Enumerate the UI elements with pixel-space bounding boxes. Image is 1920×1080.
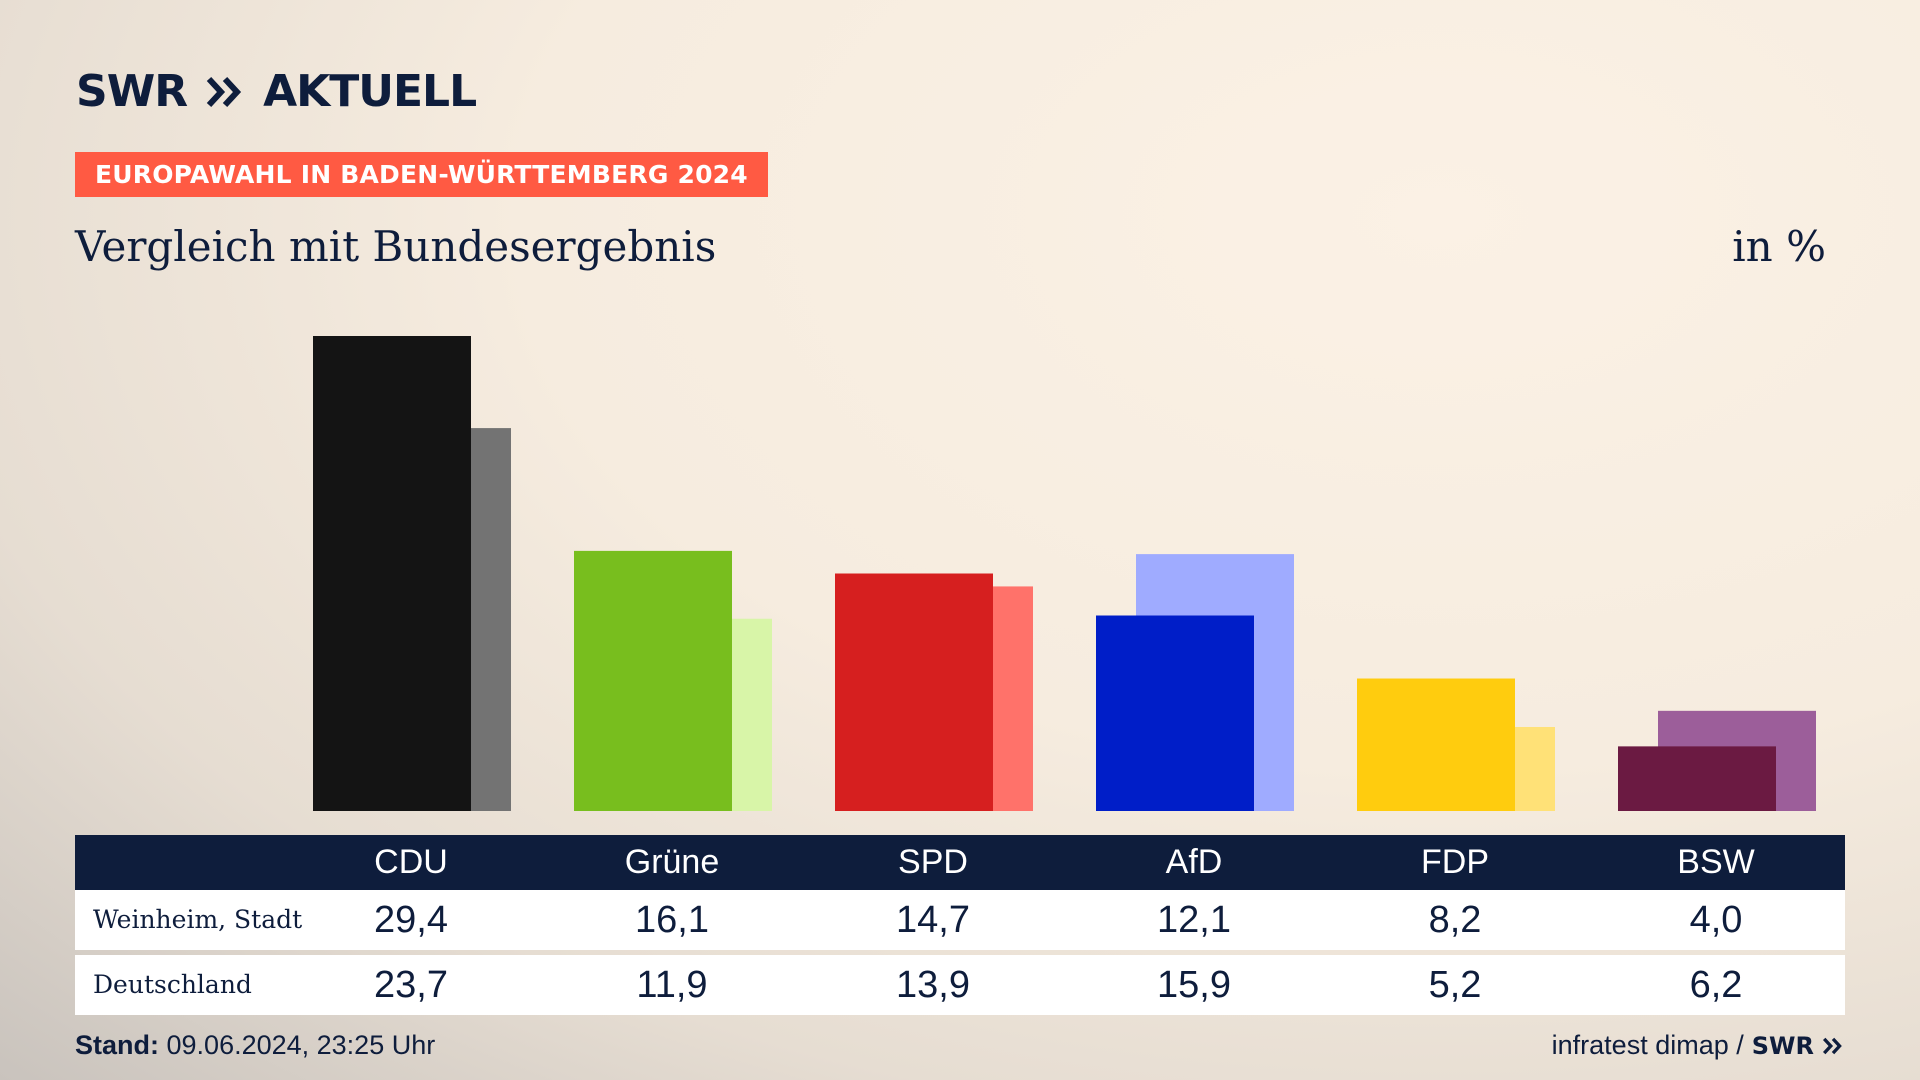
row-label-weinheim: Weinheim, Stadt [93, 905, 303, 934]
table-row: Weinheim, Stadt 29,4 16,1 14,7 12,1 8,2 4,0 [75, 890, 1845, 950]
column-header-bsw: BSW [1677, 843, 1755, 881]
bar-weinheim-bsw [1618, 746, 1776, 811]
value-weinheim-fdp: 8,2 [1428, 899, 1482, 941]
stand-value: 09.06.2024, 23:25 Uhr [166, 1030, 436, 1060]
bar-chart [313, 336, 1816, 811]
value-weinheim-cdu: 29,4 [374, 899, 448, 941]
table-row: Deutschland 23,7 11,9 13,9 15,9 5,2 6,2 [75, 955, 1845, 1015]
bar-weinheim-afd [1096, 615, 1254, 811]
swr-small-logo: SWR [1751, 1031, 1814, 1060]
value-deutschland-spd: 13,9 [896, 964, 970, 1006]
column-header-cdu: CDU [374, 843, 448, 881]
value-weinheim-spd: 14,7 [896, 899, 970, 941]
row-label-deutschland: Deutschland [93, 970, 252, 999]
election-badge: EUROPAWAHL IN BADEN-WÜRTTEMBERG 2024 [75, 152, 768, 197]
results-table: CDU Grüne SPD AfD FDP BSW Weinheim, Stadt 29,… [75, 835, 1845, 1015]
double-chevron-icon [1822, 1037, 1842, 1054]
logo-text: SWR [76, 66, 188, 117]
logo-suffix: AKTUELL [263, 66, 477, 117]
bar-weinheim-grüne [574, 550, 732, 811]
source-text: infratest dimap / [1551, 1030, 1744, 1060]
value-deutschland-cdu: 23,7 [374, 964, 448, 1006]
column-header-afd: AfD [1165, 843, 1223, 881]
bar-weinheim-fdp [1357, 678, 1515, 811]
bar-weinheim-spd [835, 573, 993, 811]
value-weinheim-bsw: 4,0 [1689, 899, 1743, 941]
column-header-grüne: Grüne [624, 843, 720, 881]
unit-label: in % [1732, 222, 1826, 271]
table-header-row: CDU Grüne SPD AfD FDP BSW [75, 835, 1845, 890]
value-deutschland-afd: 15,9 [1157, 964, 1231, 1006]
value-deutschland-grüne: 11,9 [636, 964, 708, 1006]
value-deutschland-bsw: 6,2 [1689, 964, 1743, 1006]
column-header-spd: SPD [898, 843, 968, 881]
stand-label: Stand: [75, 1030, 159, 1060]
value-deutschland-fdp: 5,2 [1428, 964, 1482, 1006]
timestamp: Stand: 09.06.2024, 23:25 Uhr [75, 1030, 435, 1061]
value-weinheim-grüne: 16,1 [635, 899, 709, 941]
column-header-fdp: FDP [1421, 843, 1489, 881]
double-chevron-icon [206, 76, 242, 107]
bar-weinheim-cdu [313, 336, 471, 811]
source-credit: infratest dimap / SWR [1552, 1030, 1844, 1061]
chart-subtitle: Vergleich mit Bundesergebnis [75, 222, 717, 271]
swr-aktuell-logo: SWR AKTUELL [76, 66, 477, 117]
value-weinheim-afd: 12,1 [1157, 899, 1231, 941]
